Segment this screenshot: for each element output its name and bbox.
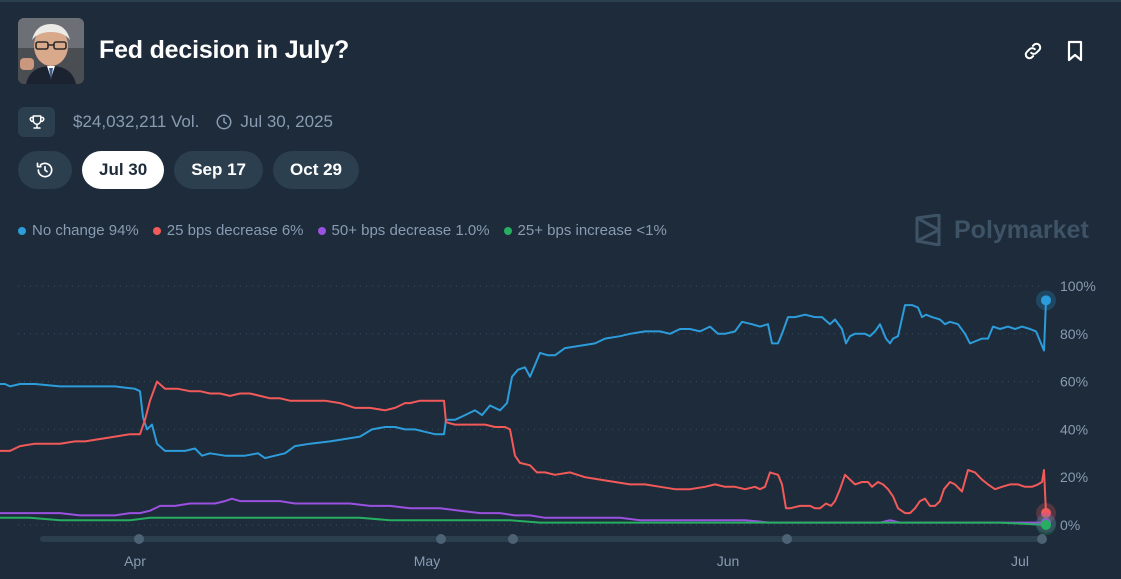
series-line-2 — [0, 497, 1046, 524]
series-line-3 — [0, 516, 1047, 526]
legend-dot — [503, 226, 512, 235]
legend-item-25-increase: 25+ bps increase <1% — [503, 222, 667, 239]
y-tick-label: 0% — [1060, 517, 1080, 533]
trophy-icon — [29, 115, 44, 129]
legend-dot — [18, 226, 26, 235]
timeline-handle[interactable] — [436, 534, 446, 544]
trophy-button[interactable] — [18, 107, 55, 137]
series-end-dot — [1041, 508, 1051, 519]
legend-dot — [317, 226, 326, 235]
legend-item-no-change: No change 94% — [18, 222, 139, 239]
series-line-1 — [0, 380, 1047, 515]
timeline-handle[interactable] — [782, 534, 792, 544]
y-tick-label: 80% — [1060, 326, 1088, 342]
market-title: Fed decision in July? — [99, 36, 350, 64]
x-tick-label: May — [414, 553, 440, 569]
legend-item-25-decrease: 25 bps decrease 6% — [152, 222, 304, 239]
timeline-handle[interactable] — [508, 534, 518, 544]
legend-dot — [152, 226, 161, 235]
series-line-0 — [0, 300, 1047, 460]
date-tabs: Jul 30 Sep 17 Oct 29 — [18, 151, 359, 189]
y-tick-label: 40% — [1060, 421, 1088, 437]
tab-sep-17[interactable]: Sep 17 — [174, 151, 264, 189]
x-tick-label: Jul — [1011, 553, 1029, 569]
timeline-handle[interactable] — [1037, 534, 1047, 544]
series-end-dot — [1041, 520, 1051, 530]
y-tick-label: 60% — [1060, 374, 1088, 390]
volume-text: $24,032,211 Vol. — [73, 112, 200, 131]
polymarket-brand: Polymarket — [914, 214, 1089, 246]
top-divider — [0, 0, 1121, 2]
legend-item-50-decrease: 50+ bps decrease 1.0% — [317, 222, 490, 239]
legend-label: No change 94% — [32, 222, 139, 239]
portrait-image — [18, 18, 84, 84]
series-end-dot — [1041, 295, 1051, 306]
chart-legend: No change 94% 25 bps decrease 6% 50+ bps… — [18, 222, 681, 239]
y-tick-label: 100% — [1060, 278, 1096, 294]
tab-jul-30[interactable]: Jul 30 — [82, 151, 165, 189]
y-tick-label: 20% — [1060, 469, 1088, 485]
timeline-scrubber-track[interactable] — [40, 536, 1045, 542]
market-avatar — [18, 18, 84, 84]
legend-label: 50+ bps decrease 1.0% — [331, 222, 490, 239]
legend-label: 25+ bps increase <1% — [517, 222, 667, 239]
probability-chart[interactable]: 0% 20% 40% 60% 80% 100% Apr May Jun Jul — [0, 270, 1121, 579]
x-tick-label: Apr — [124, 553, 146, 569]
clock-icon — [215, 113, 233, 131]
x-tick-label: Jun — [717, 553, 740, 569]
end-date-text: Jul 30, 2025 — [240, 112, 333, 131]
market-meta: $24,032,211 Vol. Jul 30, 2025 — [18, 107, 333, 137]
history-button[interactable] — [18, 151, 72, 189]
history-icon — [36, 162, 53, 178]
brand-label: Polymarket — [954, 215, 1089, 244]
link-icon[interactable] — [1020, 38, 1046, 64]
timeline-handle[interactable] — [134, 534, 144, 544]
polymarket-logo-icon — [915, 214, 941, 246]
legend-label: 25 bps decrease 6% — [166, 222, 304, 239]
bookmark-icon[interactable] — [1062, 38, 1088, 64]
tab-oct-29[interactable]: Oct 29 — [273, 151, 359, 189]
